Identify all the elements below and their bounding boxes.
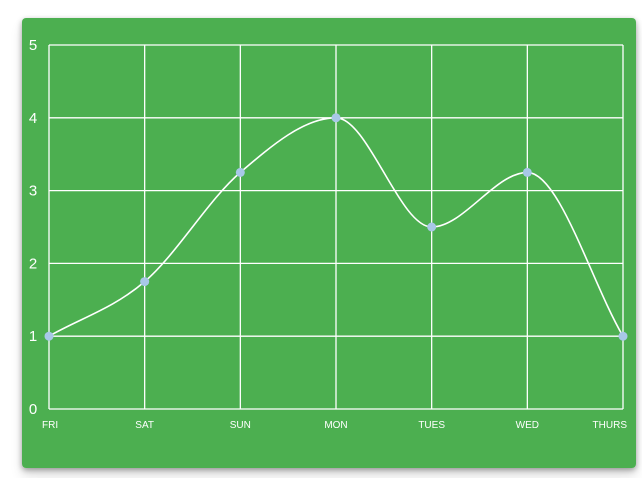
y-tick-label: 0 (29, 401, 37, 418)
y-tick-label: 1 (29, 328, 37, 345)
y-tick-label: 5 (29, 37, 37, 54)
x-tick-label: SUN (230, 420, 251, 431)
x-tick-label: FRI (42, 420, 58, 431)
y-tick-label: 3 (29, 183, 37, 200)
data-point (235, 167, 245, 177)
y-tick-label: 2 (29, 255, 37, 272)
series-line (48, 116, 624, 337)
x-tick-label: SAT (135, 420, 154, 431)
data-point (331, 113, 341, 123)
x-tick-label: MON (324, 420, 347, 431)
data-point (44, 331, 54, 341)
x-tick-label: TUES (418, 420, 445, 431)
y-axis-ticks: 0 1 2 3 4 5 (29, 37, 37, 418)
data-point (427, 222, 437, 232)
data-point (618, 331, 628, 341)
x-axis-ticks: FRI SAT SUN MON TUES WED THURS (42, 420, 627, 431)
data-point (140, 277, 150, 287)
x-tick-label: WED (516, 420, 539, 431)
chart-background (22, 18, 636, 468)
y-tick-label: 4 (29, 110, 37, 127)
data-points (44, 113, 628, 341)
x-tick-label: THURS (593, 420, 628, 431)
data-point (522, 167, 532, 177)
